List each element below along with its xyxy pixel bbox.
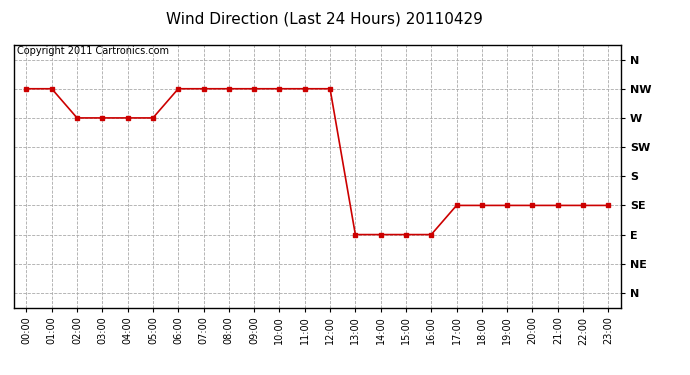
Text: Wind Direction (Last 24 Hours) 20110429: Wind Direction (Last 24 Hours) 20110429 [166,11,483,26]
Text: Copyright 2011 Cartronics.com: Copyright 2011 Cartronics.com [17,46,169,56]
